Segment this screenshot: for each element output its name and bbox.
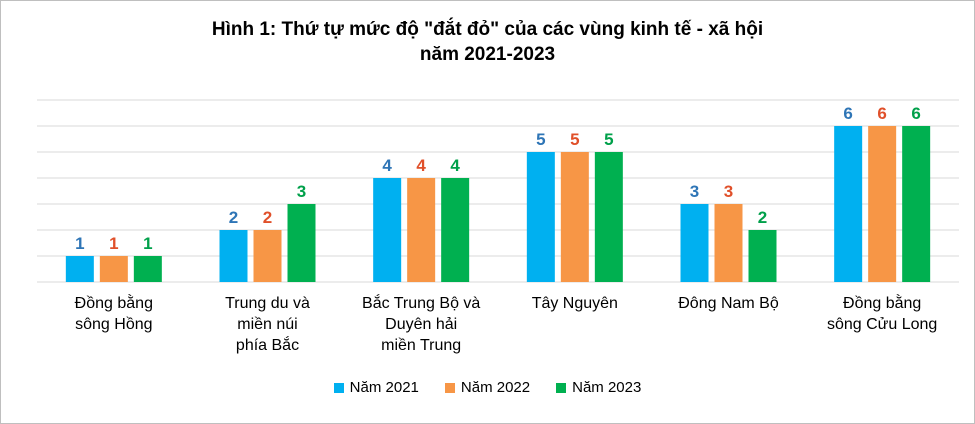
category-label: sông Hồng [75, 316, 152, 333]
category-label: Tây Nguyên [532, 295, 618, 312]
bar [253, 230, 282, 282]
bar [373, 178, 402, 282]
bar [407, 178, 436, 282]
data-label: 5 [570, 130, 579, 149]
data-label: 4 [450, 156, 460, 175]
legend-item: Năm 2023 [556, 379, 641, 396]
data-label: 1 [109, 234, 118, 253]
data-label: 2 [229, 208, 238, 227]
bar [748, 230, 777, 282]
data-label: 6 [877, 104, 886, 123]
bar [594, 152, 623, 282]
bar [834, 126, 863, 282]
data-label: 6 [911, 104, 920, 123]
legend: Năm 2021 Năm 2022 Năm 2023 [1, 379, 974, 396]
data-label: 4 [382, 156, 392, 175]
bar [219, 230, 248, 282]
data-label: 2 [263, 208, 272, 227]
category-label: Trung du và [225, 295, 310, 312]
category-label: Đồng bằng [843, 293, 921, 312]
bar [680, 204, 709, 282]
chart-title: Hình 1: Thứ tự mức độ "đắt đỏ" của các v… [1, 17, 974, 67]
bar [287, 204, 316, 282]
data-label: 3 [297, 182, 306, 201]
category-label: Bắc Trung Bộ và [362, 293, 480, 312]
category-label: phía Bắc [236, 335, 299, 354]
legend-label: Năm 2022 [460, 379, 531, 396]
legend-item: Năm 2021 [333, 379, 419, 396]
data-label: 5 [604, 130, 613, 149]
data-label: 3 [690, 182, 699, 201]
legend-swatch [556, 382, 567, 393]
legend-label: Năm 2023 [572, 379, 642, 396]
category-label: miền núi [237, 316, 297, 333]
bar [526, 152, 555, 282]
category-label: Đông Nam Bộ [678, 295, 779, 312]
bar [868, 126, 897, 282]
legend-label: Năm 2021 [349, 379, 419, 396]
legend-swatch [444, 382, 455, 393]
bar [133, 256, 162, 282]
bar [902, 126, 931, 282]
category-label: Đồng bằng [75, 293, 153, 312]
data-label: 1 [75, 234, 84, 253]
data-label: 6 [843, 104, 852, 123]
legend-item: Năm 2022 [444, 379, 531, 396]
bar [560, 152, 589, 282]
data-label: 3 [724, 182, 733, 201]
chart-title-line-1: Hình 1: Thứ tự mức độ "đắt đỏ" của các v… [211, 19, 764, 40]
category-label: Duyên hải [385, 316, 457, 333]
bar [441, 178, 470, 282]
data-label: 1 [143, 234, 152, 253]
bar [714, 204, 743, 282]
legend-swatch [333, 382, 344, 393]
category-label: miền Trung [381, 337, 461, 354]
data-label: 2 [758, 208, 767, 227]
bar [65, 256, 94, 282]
chart-title-line-2: năm 2021-2023 [419, 44, 556, 65]
data-label: 4 [416, 156, 426, 175]
category-label: sông Cửu Long [827, 316, 937, 333]
bar [99, 256, 128, 282]
data-label: 5 [536, 130, 545, 149]
